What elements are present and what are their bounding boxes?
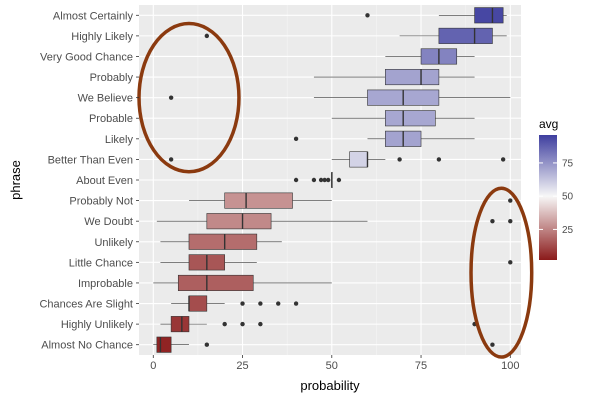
y-tick-label: Probable (89, 113, 133, 125)
box-unlikely (160, 233, 282, 250)
box-iqr (206, 213, 272, 230)
x-tick-label: 25 (236, 360, 248, 372)
y-tick-label: Probably (90, 72, 134, 84)
y-tick-label: Unlikely (94, 237, 133, 249)
outlier-point (397, 157, 402, 162)
outlier-point (293, 136, 299, 142)
box-likely (293, 130, 475, 147)
y-tick-label: Chances Are Slight (39, 299, 133, 311)
box-little-chance (160, 254, 513, 271)
y-tick-label: Little Chance (69, 257, 133, 269)
outlier-point (258, 301, 263, 306)
y-tick-label: We Believe (78, 93, 133, 105)
outlier-point (293, 301, 299, 306)
box-probably-not (188, 192, 513, 209)
outlier-point (168, 157, 174, 162)
outlier-point (222, 321, 227, 327)
box-iqr (188, 233, 258, 250)
y-tick-label: Very Good Chance (40, 51, 133, 63)
outlier-point (322, 177, 327, 183)
outlier-point (500, 157, 506, 162)
box-we-doubt (156, 213, 513, 230)
outlier-point (490, 342, 495, 347)
x-tick-label: 0 (150, 360, 156, 372)
highlight-ellipse (469, 186, 534, 359)
x-tick-label: 100 (501, 360, 519, 372)
outlier-point (258, 321, 263, 327)
y-axis-title: phrase (8, 160, 23, 200)
box-iqr (349, 151, 368, 168)
box-layer (153, 7, 513, 353)
outlier-point (436, 157, 442, 162)
outlier-point (204, 342, 210, 347)
y-tick-label: Highly Likely (71, 31, 133, 43)
box-highly-unlikely (160, 316, 477, 333)
y-tick-label: Highly Unlikely (61, 319, 134, 331)
outlier-point (318, 177, 324, 183)
legend-title: avg (539, 117, 558, 131)
box-iqr (385, 69, 440, 86)
outlier-point (168, 95, 174, 100)
outlier-point (204, 33, 210, 39)
outlier-point (365, 13, 370, 18)
outlier-point (508, 198, 513, 203)
outlier-point (311, 177, 317, 183)
outlier-point (293, 177, 299, 183)
box-about-even (293, 171, 342, 189)
y-tick-label: Probably Not (69, 196, 133, 208)
outlier-point (240, 321, 245, 327)
box-iqr (188, 295, 208, 312)
box-chances-are-slight (171, 295, 299, 312)
legend: avg 25 50 75 (539, 117, 574, 260)
y-tick-label: Improbable (78, 278, 133, 290)
x-tick-label: 50 (326, 360, 338, 372)
box-we-believe (168, 89, 511, 106)
y-tick-label: Almost No Chance (41, 340, 133, 352)
box-iqr (438, 27, 493, 44)
y-tick-label: Likely (105, 134, 134, 146)
colorbar (539, 135, 557, 260)
box-iqr (474, 7, 504, 24)
box-probably (313, 69, 475, 86)
x-tick-label: 75 (415, 360, 427, 372)
box-almost-certainly (365, 7, 507, 24)
outlier-point (490, 218, 495, 224)
box-better-than-even (168, 151, 506, 168)
y-tick-label: Almost Certainly (53, 10, 134, 22)
box-iqr (156, 336, 172, 353)
y-tick-label: We Doubt (84, 216, 133, 228)
outlier-point (508, 218, 513, 224)
box-improbable (153, 274, 332, 291)
y-axis: Almost Certainly Highly Likely Very Good C… (39, 10, 139, 352)
colorbar-label: 25 (562, 225, 574, 236)
outlier-point (326, 177, 331, 183)
box-almost-no-chance (153, 336, 495, 353)
y-tick-label: Better Than Even (48, 154, 133, 166)
colorbar-label: 50 (562, 192, 574, 203)
colorbar-label: 75 (562, 158, 574, 169)
box-probable (331, 110, 475, 127)
outlier-point (276, 301, 281, 306)
box-very-good-chance (385, 48, 475, 65)
box-iqr (224, 192, 293, 209)
x-axis-title: probability (300, 378, 360, 393)
box-iqr (177, 274, 254, 291)
outlier-point (336, 177, 342, 183)
x-axis: 0 25 50 75 100 (150, 355, 519, 372)
box-iqr (170, 316, 190, 333)
box-highly-likely (204, 27, 507, 44)
outlier-point (240, 301, 245, 306)
y-tick-label: About Even (76, 175, 133, 187)
outlier-point (508, 260, 513, 265)
box-iqr (385, 110, 436, 127)
